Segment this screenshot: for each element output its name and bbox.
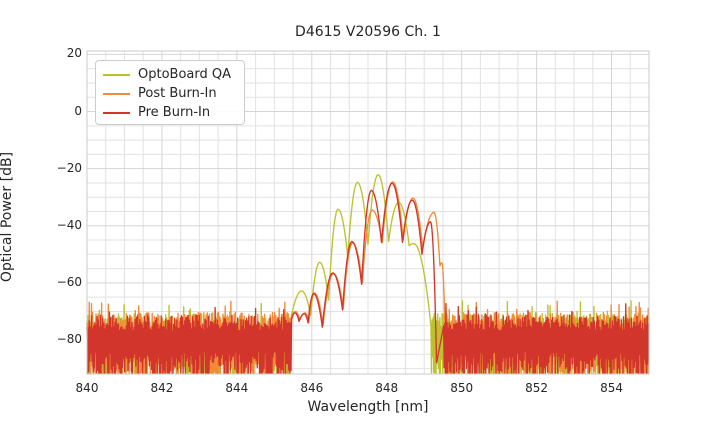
legend-item-post-burn-in: Post Burn-In (103, 84, 244, 103)
x-tick-840: 840 (75, 381, 99, 395)
x-tick-852: 852 (525, 381, 549, 395)
y-tick-0: 0 (74, 103, 82, 118)
legend-label: Pre Burn-In (138, 105, 211, 120)
x-tick-854: 854 (600, 381, 623, 395)
legend-label: Post Burn-In (138, 86, 217, 101)
x-tick-848: 848 (375, 381, 399, 395)
y-axis-label: Optical Power [dB] (0, 151, 15, 283)
x-axis-label: Wavelength [nm] (307, 399, 429, 415)
legend: OptoBoard QA Post Burn-In Pre Burn-In (95, 60, 245, 125)
x-tick-846: 846 (300, 381, 324, 395)
x-tick-844: 844 (225, 381, 249, 395)
y-tick-20: 20 (66, 46, 82, 61)
x-tick-842: 842 (150, 381, 174, 395)
legend-line-swatch (103, 111, 130, 114)
y-tick--60: −60 (56, 274, 82, 289)
legend-line-swatch (103, 73, 130, 76)
x-tick-850: 850 (450, 381, 474, 395)
chart-title: D4615 V20596 Ch. 1 (295, 24, 441, 40)
y-tick--20: −20 (56, 160, 82, 175)
y-tick--80: −80 (56, 332, 82, 346)
plot-frame (86, 50, 650, 375)
legend-line-swatch (103, 92, 130, 95)
y-tick--40: −40 (56, 217, 82, 232)
series-pre-burn-in (86, 182, 650, 375)
legend-label: OptoBoard QA (138, 67, 231, 82)
legend-item-optoboard-qa: OptoBoard QA (103, 65, 244, 84)
legend-item-pre-burn-in: Pre Burn-In (103, 103, 244, 122)
